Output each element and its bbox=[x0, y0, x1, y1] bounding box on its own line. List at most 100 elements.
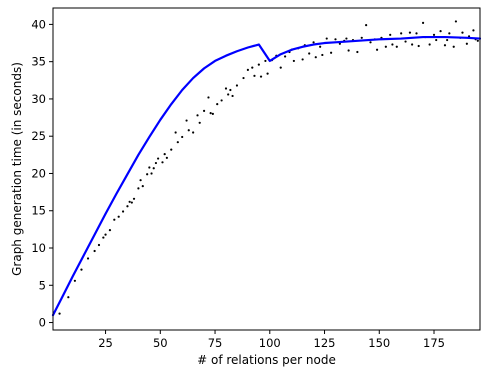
scatter-point bbox=[113, 218, 116, 221]
scatter-point bbox=[356, 50, 359, 54]
scatter-point bbox=[476, 39, 479, 42]
scatter-point bbox=[432, 33, 436, 36]
scatter-point bbox=[117, 215, 120, 218]
scatter-point bbox=[154, 161, 158, 165]
scatter-point bbox=[443, 44, 447, 47]
scatter-point bbox=[157, 157, 160, 160]
y-tick-label: 5 bbox=[39, 278, 46, 292]
scatter-point bbox=[165, 156, 168, 159]
scatter-point bbox=[139, 179, 142, 182]
x-axis-label: # of relations per node bbox=[197, 353, 336, 367]
scatter-point bbox=[108, 229, 112, 232]
x-tick-label: 75 bbox=[208, 336, 223, 350]
scatter-point bbox=[207, 96, 210, 99]
scatter-point bbox=[389, 33, 392, 36]
scatter-point bbox=[454, 20, 458, 23]
y-tick-label: 20 bbox=[31, 166, 46, 180]
scatter-point bbox=[415, 32, 418, 35]
fit-line bbox=[51, 35, 481, 317]
x-tick-label: 125 bbox=[314, 336, 336, 350]
plot-frame bbox=[52, 7, 481, 331]
scatter-point bbox=[150, 172, 153, 175]
scatter-point bbox=[253, 74, 256, 77]
scatter-point bbox=[80, 268, 83, 271]
scatter-point bbox=[284, 55, 287, 58]
scatter-point bbox=[308, 52, 311, 55]
y-axis-label: Graph generation time (in seconds) bbox=[10, 62, 24, 276]
scatter-point bbox=[152, 167, 155, 170]
scatter-point bbox=[132, 197, 136, 200]
scatter-point bbox=[229, 88, 232, 92]
scatter-point bbox=[235, 84, 239, 87]
scatter-point bbox=[216, 103, 219, 106]
scatter-point bbox=[330, 51, 333, 54]
y-tick-label: 35 bbox=[31, 55, 46, 69]
scatter-point bbox=[325, 37, 328, 40]
scatter-point bbox=[375, 48, 379, 51]
scatter-point bbox=[395, 45, 398, 48]
scatter-point bbox=[130, 201, 133, 204]
scatter-point bbox=[411, 43, 414, 46]
plot-area bbox=[58, 20, 479, 315]
x-ticks: 25 50 75 100 125 150 175 bbox=[98, 330, 445, 350]
scatter-point bbox=[369, 41, 372, 44]
y-tick-label: 25 bbox=[31, 129, 46, 143]
scatter-point bbox=[319, 45, 322, 48]
scatter-point bbox=[174, 131, 177, 134]
scatter-point bbox=[170, 148, 173, 151]
scatter-point bbox=[404, 40, 407, 43]
scatter-point bbox=[301, 58, 304, 61]
y-tick-label: 10 bbox=[31, 241, 46, 255]
scatter-point bbox=[264, 59, 267, 63]
scatter-point bbox=[146, 173, 149, 176]
scatter-point bbox=[417, 44, 420, 48]
x-tick-label: 150 bbox=[368, 336, 390, 350]
scatter-point bbox=[400, 32, 403, 35]
scatter-point bbox=[185, 119, 188, 122]
scatter-point bbox=[104, 233, 107, 236]
scatter-point bbox=[266, 72, 269, 75]
scatter-point bbox=[137, 187, 140, 190]
scatter-point bbox=[321, 53, 324, 57]
scatter-point bbox=[128, 200, 131, 203]
scatter-point bbox=[461, 31, 464, 34]
scatter-point bbox=[421, 21, 425, 25]
y-tick-label: 0 bbox=[39, 316, 46, 330]
scatter-point bbox=[345, 37, 348, 40]
scatter-point bbox=[292, 59, 295, 63]
x-tick-label: 25 bbox=[98, 336, 113, 350]
scatter-point bbox=[198, 121, 201, 124]
scatter-point bbox=[257, 63, 260, 66]
fit-line-layer bbox=[51, 35, 481, 317]
scatter-point bbox=[384, 45, 387, 48]
x-tick-label: 50 bbox=[153, 336, 168, 350]
x-tick-label: 175 bbox=[423, 336, 445, 350]
scatter-point bbox=[141, 185, 144, 188]
scatter-point bbox=[67, 296, 70, 299]
scatter-point bbox=[314, 56, 317, 59]
scatter-point bbox=[465, 42, 468, 45]
scatter-point bbox=[334, 38, 337, 41]
scatter-point bbox=[202, 109, 206, 112]
scatter-point bbox=[448, 32, 451, 35]
scatter-point bbox=[227, 93, 230, 96]
scatter-point bbox=[86, 257, 90, 260]
scatter-point bbox=[73, 279, 76, 282]
y-tick-label: 40 bbox=[31, 17, 46, 31]
scatter-point bbox=[224, 87, 228, 90]
scatter-point bbox=[176, 141, 179, 144]
scatter-point bbox=[121, 210, 125, 213]
scatter-point bbox=[439, 30, 442, 33]
scatter-point bbox=[211, 112, 214, 115]
scatter-point bbox=[231, 94, 234, 98]
scatter-point bbox=[391, 43, 394, 46]
scatter-point bbox=[97, 243, 101, 247]
scatter-point bbox=[435, 38, 438, 42]
scatter-point bbox=[428, 43, 431, 46]
scatter-point bbox=[251, 66, 254, 69]
scatter-point bbox=[161, 161, 164, 164]
scatter-point bbox=[279, 66, 282, 69]
y-tick-label: 15 bbox=[31, 204, 46, 218]
